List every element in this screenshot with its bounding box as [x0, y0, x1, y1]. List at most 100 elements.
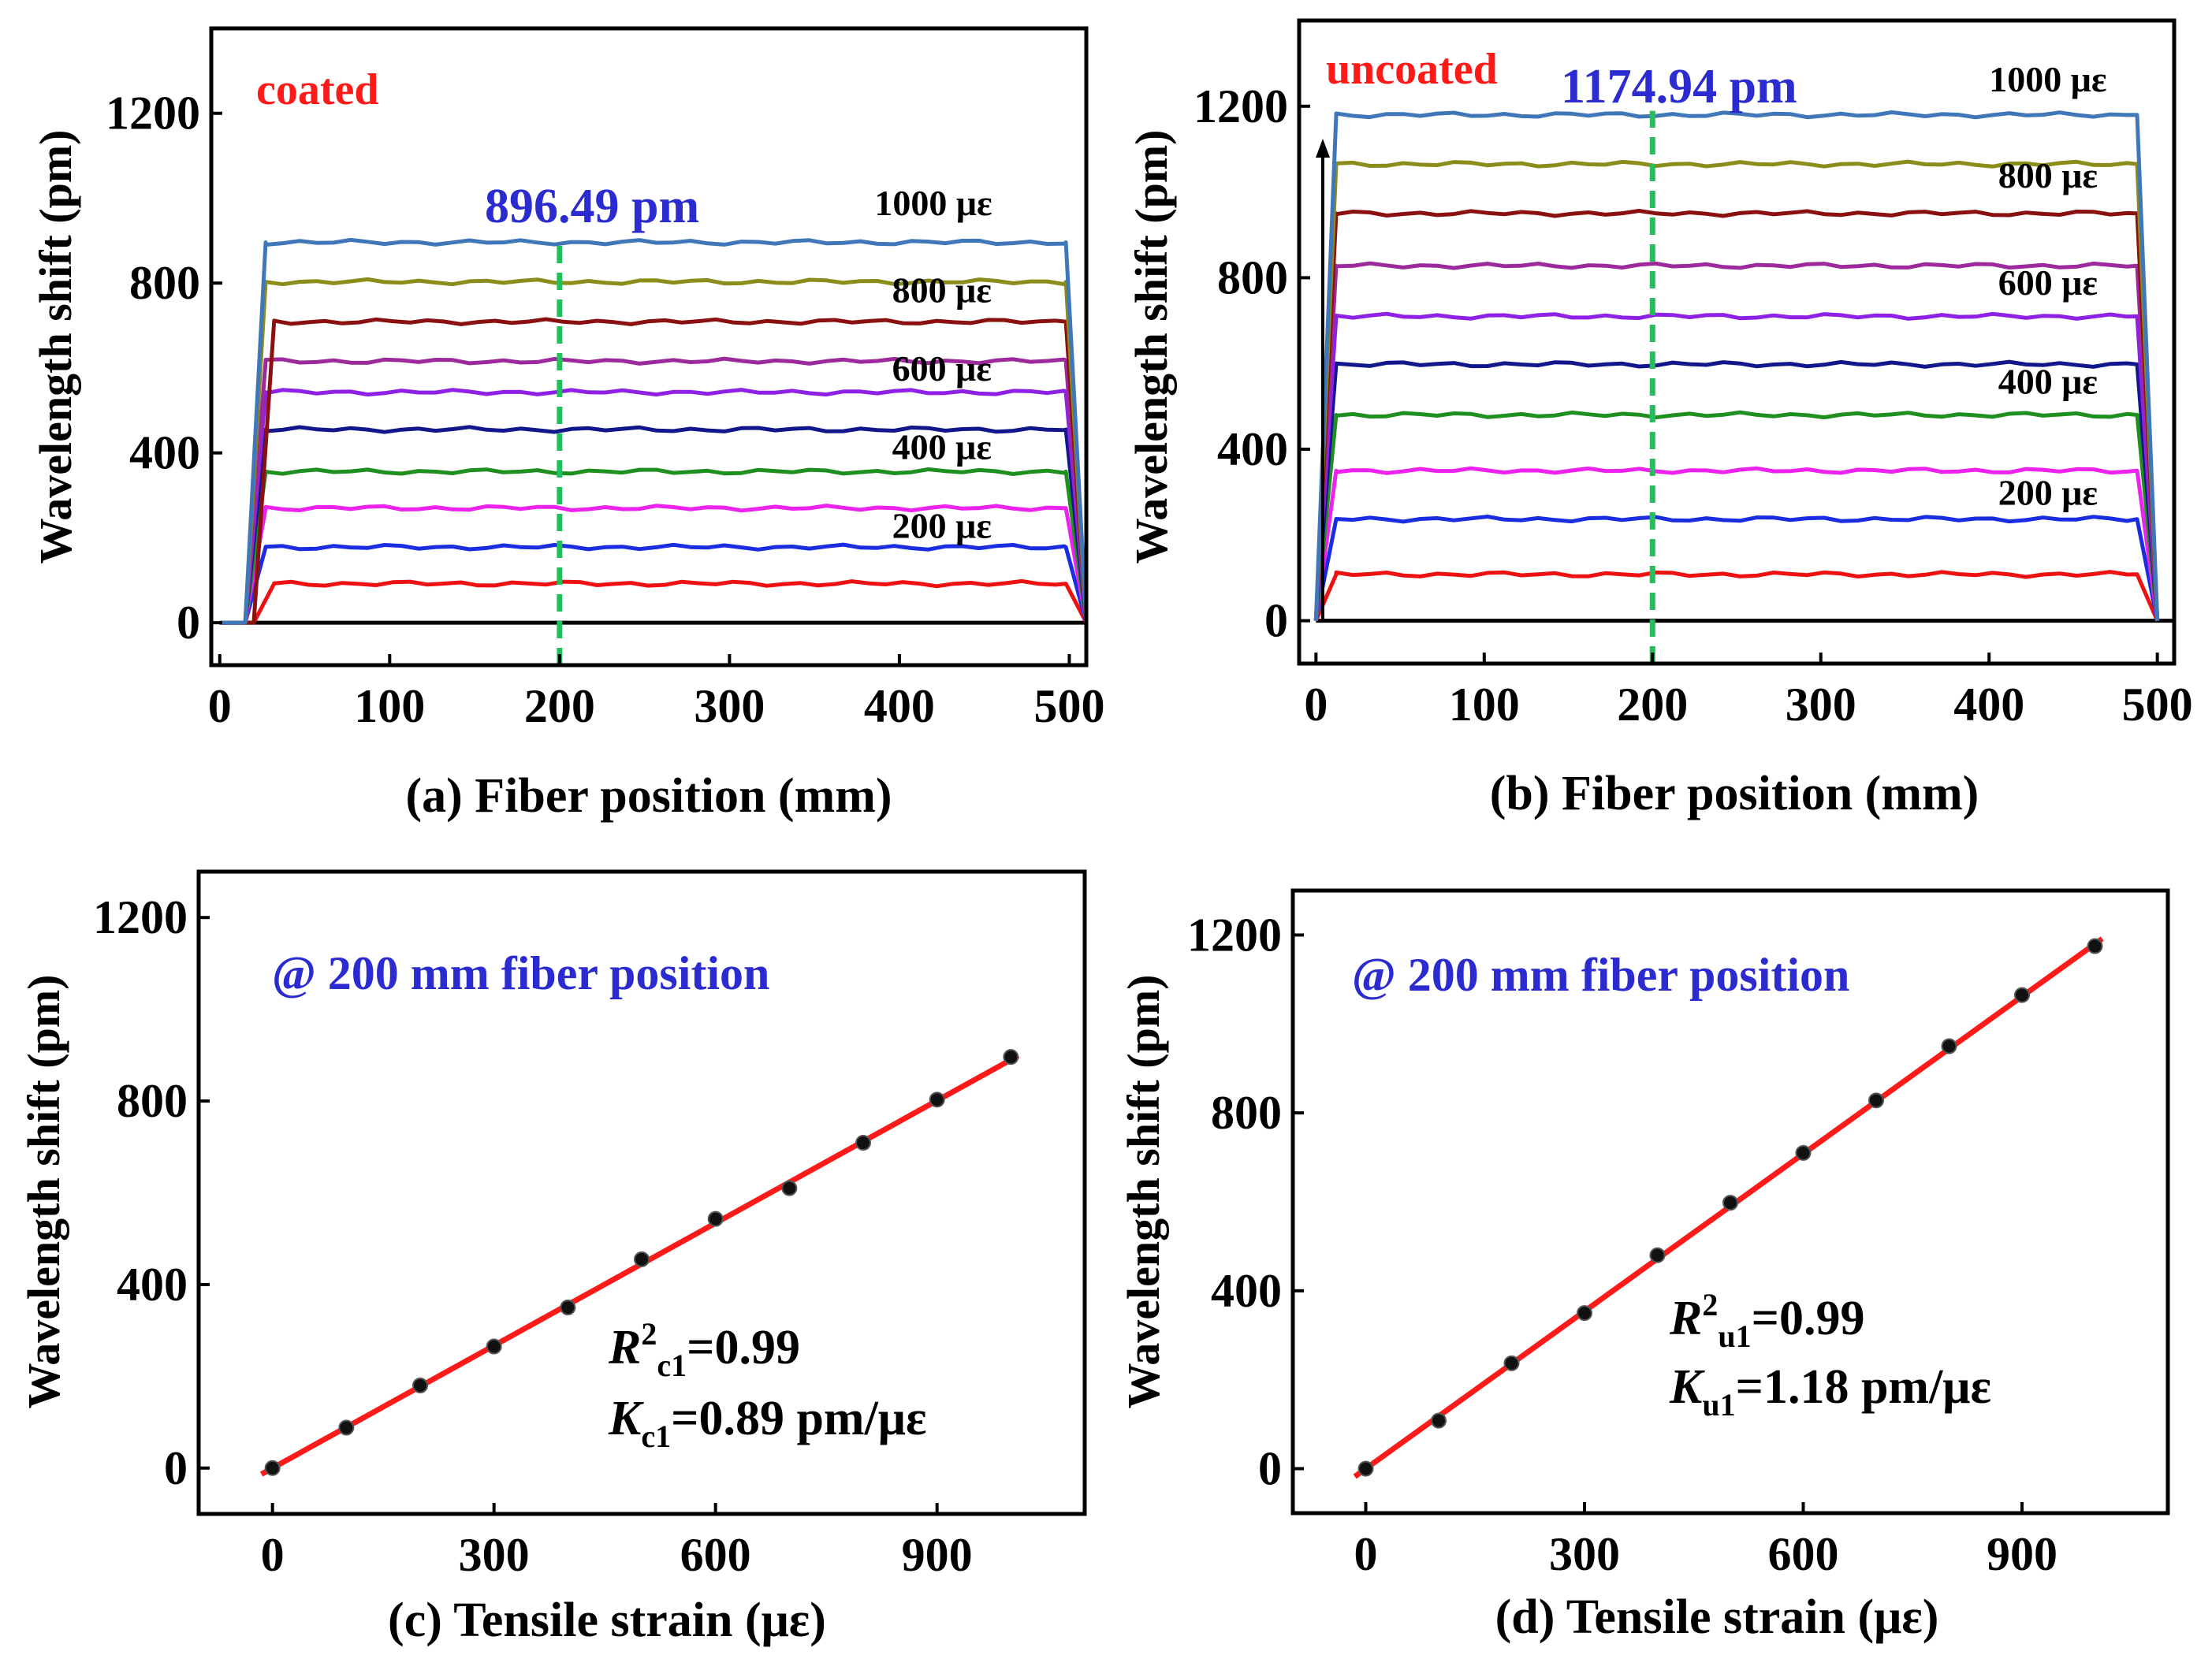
panel-a-y-tick-label: 400: [129, 427, 200, 479]
panel-b-x-tick-label: 200: [1617, 679, 1688, 731]
panel-c-y-tick-label: 800: [117, 1075, 188, 1127]
panel-d-y-axis-label: Wavelength shift (pm): [1118, 975, 1169, 1409]
panel-b-series-100: [1314, 570, 2159, 622]
panel-b-strain-label: 800 με: [1998, 155, 2098, 195]
panel-c-point: [486, 1338, 502, 1355]
svg-text:(d) Tensile strain (με): (d) Tensile strain (με): [1495, 1590, 1939, 1644]
panel-d-point: [1649, 1247, 1666, 1263]
panel-a-ticks: 0 100 200 300 400 500 0 400 800 1200: [106, 87, 1104, 732]
panel-a-x-tick-label: 0: [208, 680, 232, 732]
panel-a-strain-label: 200 με: [892, 505, 992, 545]
panel-c-x-tick-label: 300: [459, 1529, 530, 1581]
panel-d-point: [1868, 1092, 1884, 1109]
panel-d-point: [1795, 1144, 1812, 1161]
panel-a-series-900: [219, 277, 1089, 625]
svg-text:(b) Fiber position (mm): (b) Fiber position (mm): [1490, 767, 1979, 820]
panel-b-xlabel: Fiber position (mm): [1562, 767, 1979, 820]
panel-b-strain-label: 200 με: [1998, 473, 2098, 513]
panel-d-y-tick-label: 1200: [1187, 909, 1282, 961]
panel-a-y-tick-label: 0: [177, 597, 200, 649]
panel-b-x-tick-label: 500: [2122, 679, 2193, 731]
panel-c-y-tick-label: 1200: [93, 891, 188, 943]
panel-a-series-400: [219, 467, 1089, 625]
panel-d-r2-sup: 2: [1702, 1287, 1718, 1322]
panel-b-caption-letter: (b): [1490, 767, 1550, 820]
panel-a-frame: [209, 26, 1089, 668]
panel-c-point: [929, 1092, 945, 1108]
panel-b-series-700: [1313, 261, 2160, 621]
panel-a-series-300: [219, 504, 1089, 625]
panel-a-x-axis-label: (a) Fiber position (mm): [405, 769, 892, 823]
panel-b-series-300: [1313, 466, 2160, 621]
panel-d-k-sub: u1: [1702, 1387, 1735, 1423]
panel-a-y-axis-label: Wavelength shift (pm): [30, 130, 81, 564]
panel-c-y-tick-label: 0: [164, 1442, 188, 1494]
panel-c-point: [634, 1251, 650, 1267]
panel-c-r2-value: =0.99: [687, 1321, 800, 1374]
panel-b-x-tick-label: 300: [1786, 679, 1856, 731]
panel-d-point: [2087, 938, 2103, 954]
panel-c-ticks: 0 300 600 900 0 400 800 1200: [93, 891, 973, 1581]
panel-b-marker-value: 1174.94 pm: [1561, 60, 1797, 113]
panel-c-point: [560, 1300, 576, 1316]
panel-c-x-axis-label: (c) Tensile strain (με): [388, 1594, 826, 1647]
panel-b-series-400: [1313, 410, 2160, 621]
panel-b-strain-label: 1000 με: [1989, 59, 2106, 99]
panel-d-xlabel: Tensile strain (με): [1566, 1590, 1939, 1644]
panel-d-point: [1357, 1460, 1374, 1477]
svg-text:(a) Fiber position (mm): (a) Fiber position (mm): [405, 769, 892, 823]
panel-c-point: [338, 1419, 355, 1436]
panel-a-x-tick-label: 300: [694, 680, 765, 732]
panel-c-r2-symbol: R: [608, 1321, 641, 1374]
panel-b-frame: [1297, 18, 2177, 666]
panel-a-series-600: [219, 388, 1089, 625]
panel-d-ticks: 0 300 600 900 0 400 800 1200: [1187, 909, 2057, 1580]
panel-b: 1000 με 800 με 600 με 400 με 200 με 0 100 200 3…: [1126, 18, 2193, 820]
panel-b-ticks: 0 100 200 300 400 500 0 400 800 1200: [1194, 80, 2193, 731]
panel-b-series-500: [1313, 359, 2160, 621]
panel-d-point: [1722, 1195, 1738, 1211]
panel-d-k-text: Ku1=1.18 pm/με: [1669, 1360, 1991, 1423]
panel-c: 0 300 600 900 0 400 800 1200 @ 200 mm fiber pos…: [18, 869, 1087, 1647]
panel-c-x-tick-label: 0: [261, 1529, 285, 1581]
panel-d-annotation: @ 200 mm fiber position: [1352, 949, 1849, 1001]
panel-b-y-tick-label: 400: [1217, 423, 1288, 475]
panel-c-point: [264, 1460, 281, 1476]
panel-c-x-tick-label: 900: [902, 1529, 973, 1581]
panel-d-y-tick-label: 400: [1211, 1265, 1282, 1317]
panel-d-frame: [1290, 888, 2170, 1516]
panel-a-y-tick-label: 800: [129, 257, 200, 309]
panel-a-y-tick-label: 1200: [106, 87, 200, 139]
panel-a-marker-value: 896.49 pm: [485, 180, 699, 233]
panel-a-x-tick-label: 200: [524, 680, 595, 732]
panel-a-strain-label: 600 με: [892, 348, 992, 389]
panel-a-xlabel: Fiber position (mm): [475, 769, 892, 823]
panel-b-y-tick-label: 800: [1217, 251, 1288, 303]
svg-text:(c) Tensile strain (με): (c) Tensile strain (με): [388, 1594, 826, 1647]
panel-d-point: [1503, 1355, 1520, 1371]
panel-d-r2-sub: u1: [1718, 1318, 1751, 1354]
panel-c-point: [412, 1378, 428, 1393]
panel-d-points: [1357, 938, 2103, 1477]
panel-c-k-sub: c1: [641, 1419, 671, 1454]
panel-b-series-800: [1313, 209, 2160, 621]
panel-d-point: [1431, 1412, 1447, 1429]
panel-c-caption-letter: (c): [388, 1594, 442, 1647]
panel-a-series-800: [219, 317, 1089, 625]
panel-d-k-value: =1.18 pm/με: [1736, 1360, 1991, 1414]
panel-c-r2-text: R2c1=0.99: [608, 1316, 800, 1383]
panel-b-strain-label: 400 με: [1998, 361, 2098, 401]
panel-b-series-1000: [1313, 110, 2160, 621]
panel-b-series: [1313, 110, 2174, 623]
panel-d-point: [1577, 1305, 1592, 1322]
panel-a-strain-label: 800 με: [892, 270, 992, 310]
panel-c-k-symbol: K: [608, 1392, 644, 1445]
panel-b-y-tick-label: 1200: [1194, 80, 1288, 132]
panel-b-y-axis-label: Wavelength shift (pm): [1126, 130, 1177, 564]
panel-d-x-tick-label: 300: [1549, 1528, 1620, 1580]
panel-c-x-tick-label: 600: [680, 1529, 751, 1581]
panel-c-point: [781, 1180, 798, 1196]
panel-b-arrow-head: [1316, 139, 1330, 158]
panel-a-series-500: [219, 425, 1089, 625]
